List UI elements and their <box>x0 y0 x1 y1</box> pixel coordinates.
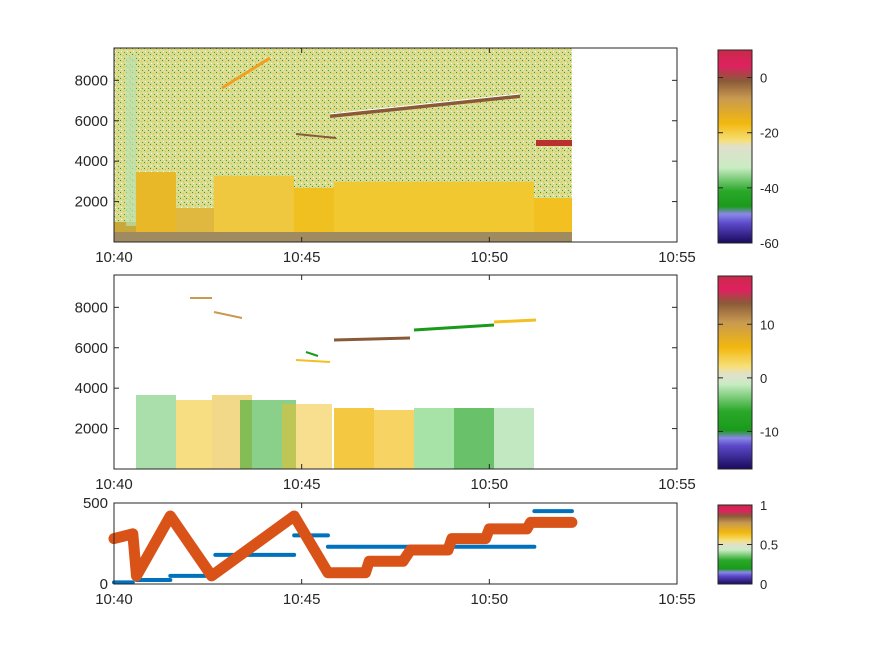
colorbar-1 <box>717 49 753 244</box>
diff-trace-1 <box>333 336 411 342</box>
heatmap-left-strip <box>126 56 136 226</box>
diff-trace-3 <box>493 318 537 324</box>
colorbar-tick-label: 10 <box>760 317 774 332</box>
heatmap-trace-2-highlight <box>329 93 521 115</box>
y-tick-label: 4000 <box>75 380 108 397</box>
heatmap-lowlayer-a <box>136 172 176 242</box>
heatmap-trace-2 <box>329 94 521 118</box>
diff-block-6 <box>334 408 374 469</box>
x-tick-label: 10:45 <box>283 476 321 493</box>
panel-3-axes: 10:40 10:45 10:50 10:55 0 500 <box>83 495 696 608</box>
colorbar-tick-label: -40 <box>760 181 779 196</box>
y-tick-label: 8000 <box>75 299 108 316</box>
x-tick-label: 10:50 <box>471 591 509 608</box>
colorbar-2 <box>717 275 753 470</box>
panel-2-axes: 10:40 10:45 10:50 10:55 2000 4000 6000 8000 <box>75 275 696 493</box>
panel-3-background <box>114 503 677 584</box>
diff-block-7 <box>374 410 414 469</box>
x-tick-label: 10:50 <box>471 249 509 266</box>
x-tick-label: 10:40 <box>95 591 133 608</box>
x-tick-label: 10:45 <box>283 591 321 608</box>
x-tick-label: 10:55 <box>658 249 696 266</box>
colorbar-tick-label: 1 <box>760 498 767 513</box>
panel-1-frame <box>113 47 678 243</box>
colorbar-3 <box>717 504 753 585</box>
heatmap-ground-band <box>114 232 572 242</box>
colorbar-tick-label: 0.5 <box>760 538 778 553</box>
diff-trace-5 <box>305 351 319 357</box>
colorbar-tick-label: -20 <box>760 126 779 141</box>
x-tick-label: 10:50 <box>471 476 509 493</box>
y-tick-label: 6000 <box>75 340 108 357</box>
y-tick-label: 2000 <box>75 194 108 211</box>
panel-2-heatmap <box>136 297 537 469</box>
y-tick-label: 4000 <box>75 153 108 170</box>
diff-block-1 <box>136 395 176 469</box>
diff-block-5 <box>282 404 332 469</box>
colorbar-tick-label: 0 <box>760 371 767 386</box>
diff-block-8 <box>414 408 454 469</box>
colorbar-tick-label: 0 <box>760 577 767 592</box>
diff-trace-6 <box>295 359 331 363</box>
x-tick-label: 10:40 <box>95 249 133 266</box>
diff-block-10 <box>494 408 534 469</box>
y-tick-label: 0 <box>100 576 108 593</box>
colorbar-2-ticks: 10 0 -10 <box>718 317 779 439</box>
diff-trace-4 <box>213 311 243 319</box>
panel-1-heatmap <box>114 48 572 242</box>
panel-1: 10:40 10:45 10:50 10:55 2000 4000 6000 8000 0 -2… <box>75 47 779 266</box>
diff-trace-2 <box>413 323 495 332</box>
y-tick-label: 2000 <box>75 421 108 438</box>
colorbar-tick-label: -60 <box>760 236 779 251</box>
panel-2-frame <box>113 274 678 470</box>
colorbar-1-ticks: 0 -20 -40 -60 <box>718 71 779 251</box>
panel-1-axes: 10:40 10:45 10:50 10:55 2000 4000 6000 8000 <box>75 48 696 266</box>
panel-3-frame <box>113 502 678 585</box>
panel-3-series <box>108 509 578 585</box>
series-2-line <box>108 510 578 582</box>
heatmap-trace-3 <box>536 140 572 146</box>
y-tick-label: 6000 <box>75 113 108 130</box>
colorbar-tick-label: -10 <box>760 424 779 439</box>
panel-2: 10:40 10:45 10:50 10:55 2000 4000 6000 8000 10 0… <box>75 274 779 493</box>
diff-block-9 <box>454 408 494 469</box>
heatmap-lowlayer-c <box>214 176 294 242</box>
x-tick-label: 10:45 <box>283 249 321 266</box>
colorbar-tick-label: 0 <box>760 71 767 86</box>
x-tick-label: 10:40 <box>95 476 133 493</box>
y-tick-label: 8000 <box>75 72 108 89</box>
heatmap-trace-4 <box>295 133 337 139</box>
y-tick-label: 500 <box>83 495 108 512</box>
x-tick-label: 10:55 <box>658 591 696 608</box>
x-tick-label: 10:55 <box>658 476 696 493</box>
heatmap-trace-1 <box>221 56 271 90</box>
colorbar-3-ticks: 10.50 <box>718 498 778 592</box>
diff-block-2 <box>176 400 212 469</box>
